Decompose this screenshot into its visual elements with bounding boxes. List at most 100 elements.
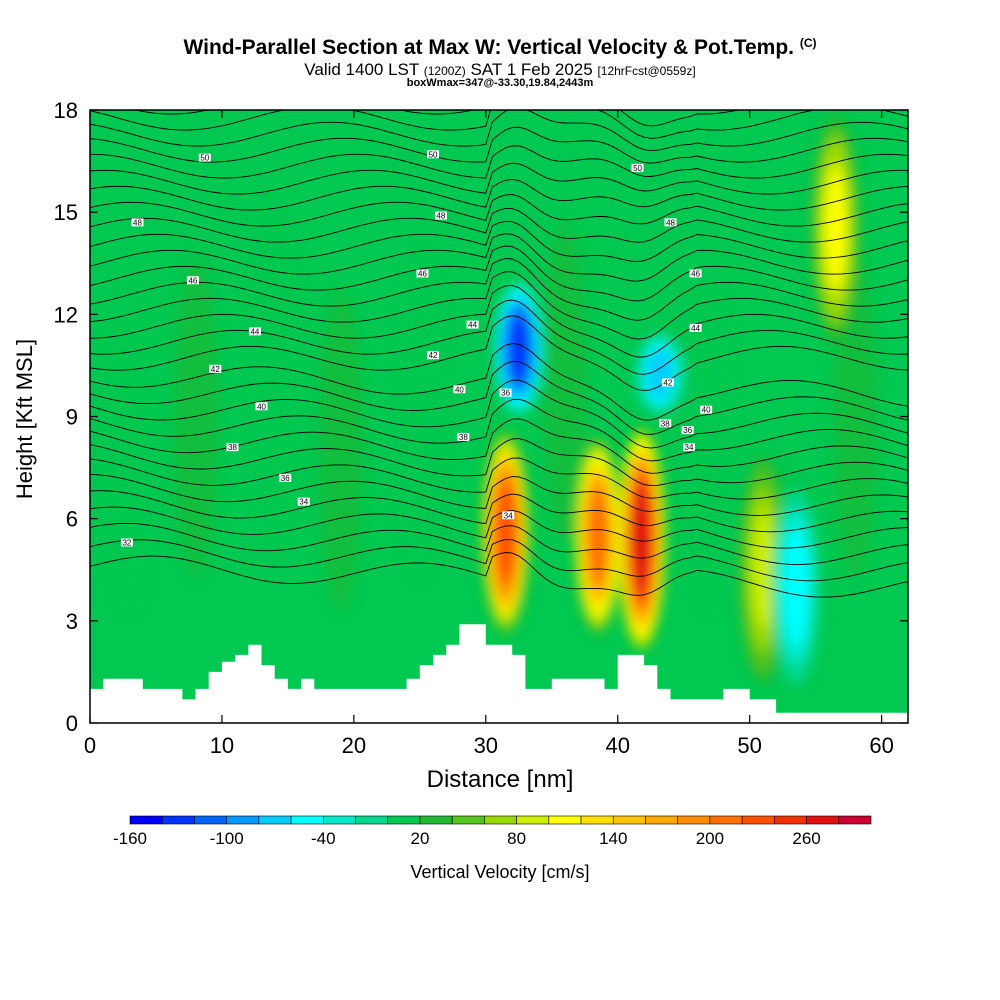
theta-label: 50	[427, 150, 440, 159]
theta-contour	[90, 110, 908, 152]
theta-label-text: 40	[257, 402, 266, 411]
theta-label-bg	[198, 153, 211, 162]
colorbar-swatch	[580, 815, 614, 825]
theta-label-text: 34	[299, 498, 308, 507]
theta-contour	[90, 457, 908, 500]
colorbar-swatch	[774, 815, 807, 825]
colorbar-tick-label: 140	[599, 829, 627, 848]
colorbar-swatch	[323, 815, 356, 825]
theta-label: 40	[453, 385, 466, 394]
theta-contour	[90, 379, 908, 449]
colorbar-swatch	[516, 815, 550, 825]
theta-contour	[90, 522, 908, 565]
y-tick-label: 18	[54, 98, 78, 123]
theta-label-bg	[631, 163, 644, 172]
y-tick-label: 12	[54, 302, 78, 327]
theta-label-text: 44	[250, 327, 259, 336]
theta-label: 38	[659, 419, 672, 428]
theta-label: 36	[279, 473, 292, 483]
theta-label-bg	[664, 218, 677, 227]
colorbar-swatch	[806, 815, 840, 825]
colorbar-tick-label: -160	[113, 829, 147, 848]
theta-label-text: 38	[459, 433, 468, 442]
theta-contour	[90, 194, 908, 227]
colorbar-tick-label: 80	[507, 829, 526, 848]
theta-label-text: 40	[455, 385, 464, 394]
theta-label-text: 48	[133, 218, 142, 227]
theta-label: 48	[664, 218, 677, 227]
theta-label-bg	[209, 364, 222, 373]
colorbar-swatch	[484, 815, 517, 825]
updraft-blob	[495, 479, 516, 586]
colorbar-tick-label: 260	[792, 829, 820, 848]
field-band	[688, 290, 733, 611]
velocity-field	[90, 110, 908, 723]
theta-label-bg	[502, 511, 515, 520]
y-tick-label: 6	[66, 507, 78, 532]
theta-contour	[90, 506, 908, 549]
colorbar-swatch	[677, 815, 711, 825]
theta-contour	[90, 552, 908, 598]
theta-label-text: 38	[661, 419, 670, 428]
colorbar-swatch	[355, 815, 389, 825]
theta-label-text: 42	[211, 365, 220, 374]
colorbar: -160 -100 -40 20 80 140 200 260	[113, 815, 872, 848]
theta-contour	[90, 315, 908, 392]
colorbar-swatch	[612, 815, 646, 825]
theta-label: 40	[700, 405, 713, 415]
theta-contour	[90, 110, 908, 139]
theta-label: 36	[681, 426, 694, 435]
theta-label-bg	[499, 388, 512, 397]
colorbar-tick-label: -40	[311, 829, 336, 848]
theta-label-bg	[279, 473, 292, 482]
theta-label: 48	[131, 218, 144, 227]
downdraft-blob	[508, 314, 529, 383]
theta-label: 38	[226, 443, 239, 452]
x-axis-label: Distance [nm]	[426, 766, 574, 793]
x-tick-label: 0	[84, 733, 96, 758]
theta-label-text: 50	[429, 150, 438, 159]
updraft-blob	[752, 510, 773, 630]
theta-contour	[90, 233, 908, 282]
theta-label: 34	[502, 511, 515, 520]
theta-label: 38	[457, 432, 470, 442]
theta-label-text: 46	[188, 276, 197, 285]
y-tick-label: 15	[54, 200, 78, 225]
theta-label: 36	[499, 388, 512, 398]
colorbar-swatch	[161, 815, 195, 825]
theta-contour	[90, 258, 908, 321]
colorbar-swatch	[419, 815, 453, 825]
theta-label-text: 48	[666, 218, 675, 227]
pot-temp-labels: 32 34 36 38 40 42 44 46 48 50 34 38 40 36 42 44 46 48 50 42…	[120, 150, 713, 548]
theta-contour	[90, 398, 908, 462]
y-tick-label: 0	[66, 711, 78, 736]
theta-contour	[90, 271, 908, 340]
theta-contour	[90, 145, 908, 179]
colorbar-swatch	[548, 815, 582, 825]
theta-contour	[90, 207, 908, 243]
field-band	[252, 222, 297, 543]
theta-label-text: 34	[504, 511, 513, 520]
terrain-shape	[90, 624, 908, 723]
colorbar-swatch	[258, 815, 292, 825]
colorbar-swatch	[838, 815, 872, 825]
theta-label-bg	[297, 497, 310, 506]
theta-label-text: 46	[418, 269, 427, 278]
theta-label-bg	[700, 405, 713, 414]
theta-label: 44	[689, 323, 702, 333]
theta-label-text: 50	[633, 164, 642, 173]
theta-label: 42	[209, 364, 222, 374]
updraft-blob	[631, 481, 652, 597]
theta-label-text: 44	[468, 321, 477, 330]
theta-label: 42	[661, 378, 674, 387]
field-band	[397, 256, 442, 577]
field-band	[542, 222, 587, 543]
theta-contour	[90, 299, 908, 375]
theta-label-bg	[427, 150, 440, 159]
colorbar-label: Vertical Velocity [cm/s]	[410, 862, 590, 882]
theta-label-text: 48	[436, 212, 445, 221]
theta-label-bg	[689, 323, 702, 332]
theta-label: 46	[416, 269, 429, 278]
